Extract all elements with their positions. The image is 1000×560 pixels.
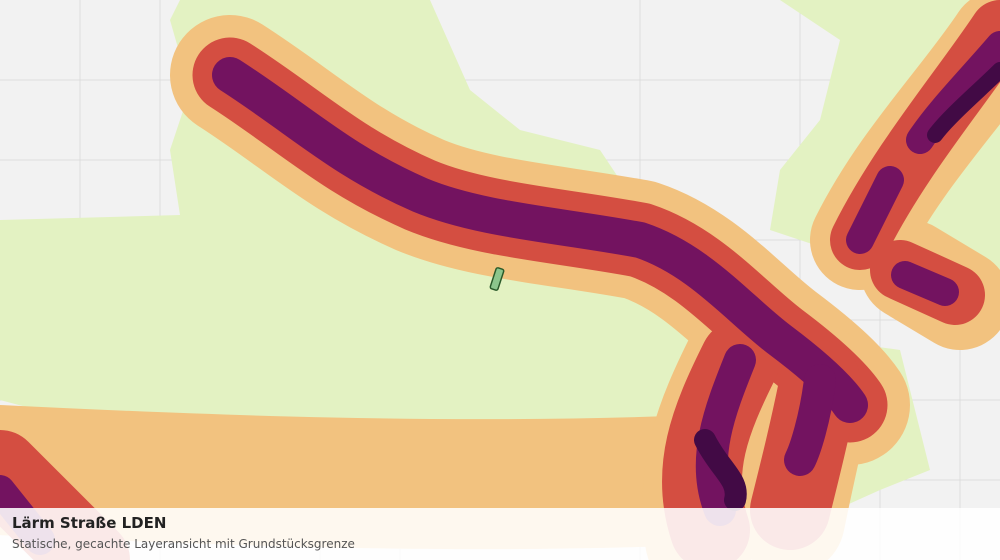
map-caption: Lärm Straße LDEN Statische, gecachte Lay… [0,508,1000,560]
caption-title: Lärm Straße LDEN [12,514,167,532]
parcel-boundary [489,267,505,291]
caption-subtitle: Statische, gecachte Layeransicht mit Gru… [12,537,355,551]
